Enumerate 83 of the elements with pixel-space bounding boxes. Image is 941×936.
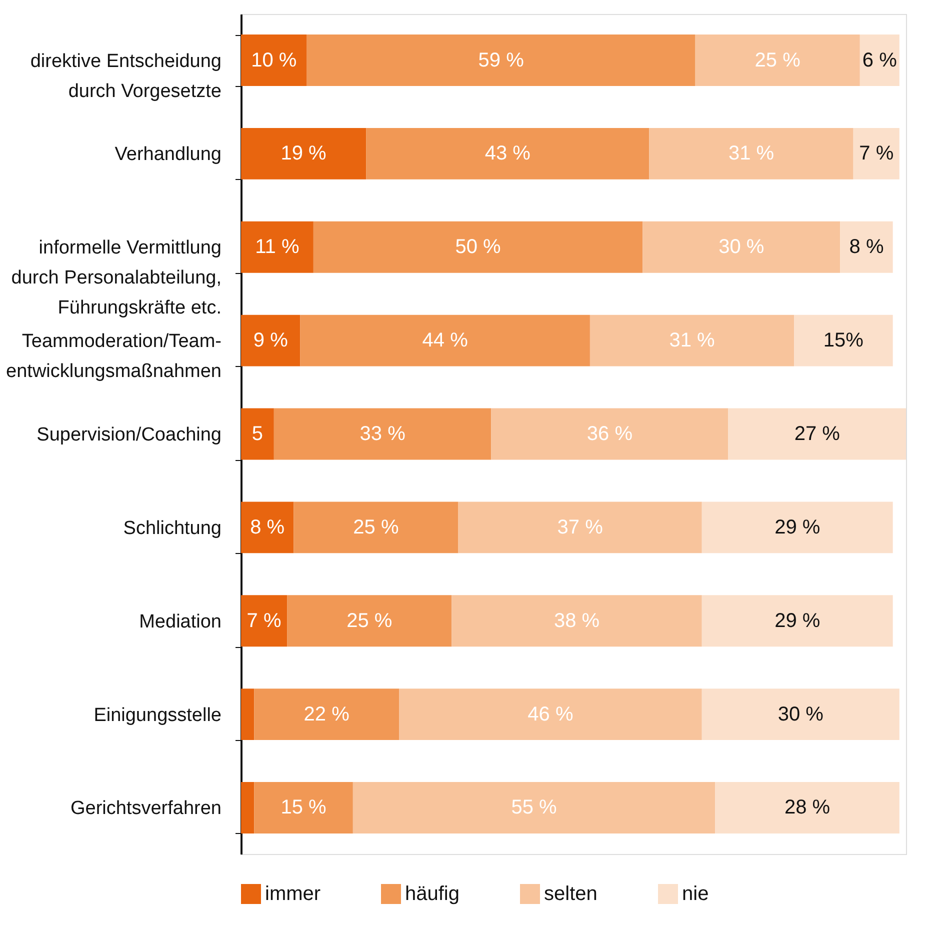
bar bbox=[728, 408, 906, 460]
data-label: 7 % bbox=[246, 610, 282, 632]
y-tick-label: Mediation bbox=[139, 611, 222, 632]
data-label: 50 % bbox=[455, 236, 502, 258]
bar bbox=[452, 595, 702, 647]
data-label: 9 % bbox=[253, 330, 288, 352]
bar bbox=[840, 221, 893, 273]
bar bbox=[366, 128, 650, 180]
bar bbox=[241, 314, 300, 366]
bar bbox=[300, 314, 590, 366]
data-label: 7 % bbox=[859, 142, 894, 165]
legend-label: nie bbox=[682, 883, 709, 905]
data-label: 15 % bbox=[280, 796, 327, 819]
bar bbox=[241, 502, 294, 554]
legend-label: häufig bbox=[405, 883, 460, 905]
bar bbox=[294, 502, 458, 554]
bar bbox=[702, 595, 893, 647]
bar bbox=[695, 34, 860, 86]
bar bbox=[794, 314, 893, 366]
bar bbox=[241, 688, 254, 740]
data-label: 31 % bbox=[669, 330, 716, 352]
data-label: 22 % bbox=[304, 703, 350, 726]
data-label: 27 % bbox=[794, 423, 840, 445]
data-label: 30 % bbox=[718, 236, 764, 258]
y-tick-label: Supervision/Coaching bbox=[36, 424, 222, 446]
bar bbox=[241, 128, 366, 180]
bar bbox=[702, 688, 900, 740]
y-tick-label: Gerichtsverfahren bbox=[70, 798, 222, 820]
bar bbox=[313, 221, 643, 273]
bar bbox=[715, 782, 900, 834]
y-tick-label: Schlichtung bbox=[123, 518, 222, 539]
data-label: 29 % bbox=[774, 516, 820, 538]
legend-label: selten bbox=[544, 883, 598, 905]
bar bbox=[241, 595, 288, 647]
bar bbox=[241, 34, 307, 86]
data-label: 43 % bbox=[484, 142, 531, 165]
data-label: 59 % bbox=[478, 49, 524, 72]
bar bbox=[642, 221, 840, 273]
data-label: 8 % bbox=[849, 236, 884, 258]
bar bbox=[241, 782, 254, 834]
bar bbox=[702, 502, 893, 554]
y-tick-label: direktive Entscheidung durch Vorgesetzte bbox=[30, 50, 222, 102]
bar bbox=[491, 408, 728, 460]
data-label: 6 % bbox=[862, 49, 898, 72]
data-label: 55 % bbox=[511, 796, 557, 819]
bar bbox=[254, 782, 353, 834]
data-label: 25 % bbox=[754, 49, 801, 72]
bar bbox=[254, 688, 400, 740]
bar bbox=[306, 34, 696, 86]
bar bbox=[853, 128, 900, 180]
data-label: 30 % bbox=[778, 703, 824, 726]
data-label: 15% bbox=[823, 330, 864, 352]
data-label: 28 % bbox=[784, 796, 830, 819]
data-label: 11 % bbox=[255, 236, 300, 258]
data-label: 38 % bbox=[554, 610, 600, 632]
bar bbox=[241, 408, 274, 460]
bar bbox=[458, 502, 702, 554]
data-label: 44 % bbox=[422, 330, 468, 352]
data-label: 5 bbox=[252, 423, 264, 445]
bar bbox=[590, 314, 794, 366]
data-label: 31 % bbox=[728, 142, 774, 165]
legend-label: immer bbox=[265, 883, 321, 905]
data-label: 8 % bbox=[250, 516, 285, 538]
bar bbox=[399, 688, 702, 740]
data-label: 10 % bbox=[251, 49, 297, 72]
data-label: 25 % bbox=[353, 516, 399, 538]
bar bbox=[649, 128, 854, 180]
bar bbox=[860, 34, 900, 86]
data-label: 19 % bbox=[280, 142, 327, 165]
data-label: 37 % bbox=[557, 516, 604, 538]
y-tick-label: informelle Vermittlung durch Personalabteilung, Führungskräfte etc. bbox=[11, 238, 222, 319]
data-label: 46 % bbox=[528, 703, 574, 726]
bar bbox=[352, 782, 716, 834]
y-tick-label: Teammoderation/Team- entwicklungsmaßnahmen bbox=[6, 331, 222, 382]
y-tick-label: Verhandlung bbox=[114, 144, 222, 166]
bar bbox=[241, 221, 314, 273]
data-label: 29 % bbox=[774, 610, 820, 632]
data-label: 33 % bbox=[360, 423, 406, 445]
data-label: 25 % bbox=[346, 610, 392, 632]
data-label: 36 % bbox=[586, 423, 633, 445]
bar bbox=[274, 408, 492, 460]
y-tick-label: Einigungsstelle bbox=[94, 704, 222, 726]
bar bbox=[287, 595, 452, 647]
